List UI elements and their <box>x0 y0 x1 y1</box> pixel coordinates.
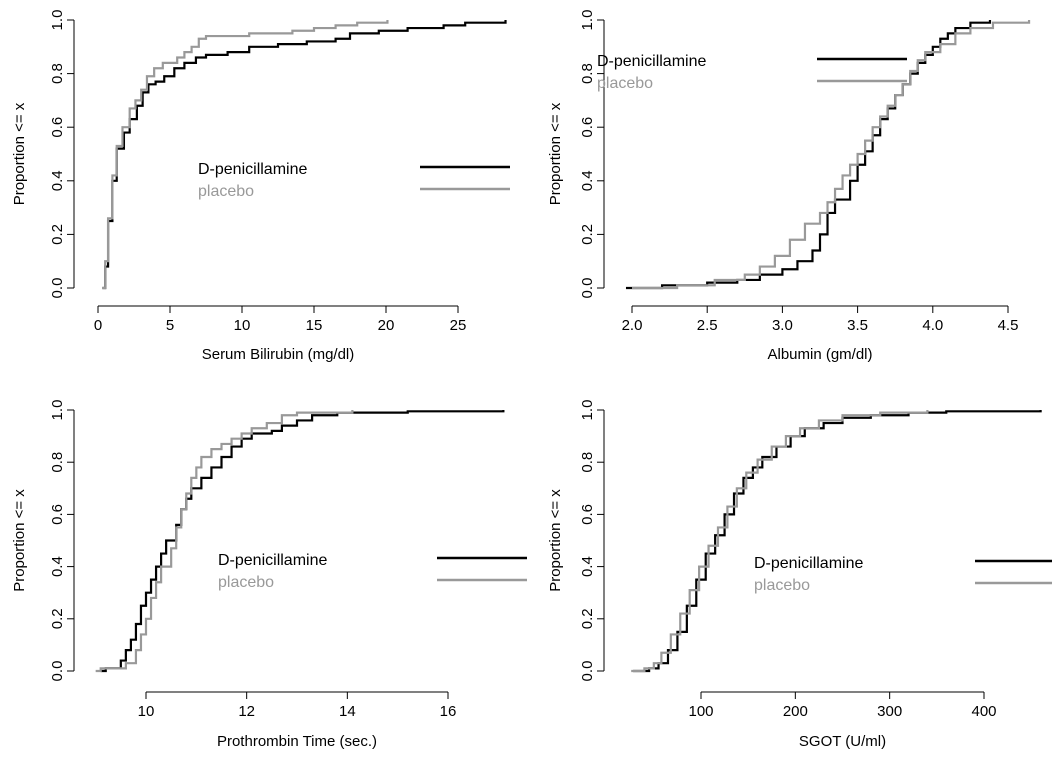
x-tick-label: 3.5 <box>847 317 868 334</box>
y-tick-label: 0.0 <box>49 661 66 682</box>
y-tick-label: 1.0 <box>579 10 596 31</box>
y-tick-label: 0.0 <box>579 661 596 682</box>
chart-panel-2: 2.0 2.5 3.0 3.5 4.0 4.5 0.0 0.2 0.4 0.6 0.8 1.0 Albu… <box>547 10 1031 363</box>
legend-label: D-penicillamine <box>754 555 863 572</box>
series-line-placebo <box>102 20 389 290</box>
x-axis-label: Serum Bilirubin (mg/dl) <box>202 346 355 363</box>
x-axis-label: SGOT (U/ml) <box>799 733 886 750</box>
y-tick-label: 0.2 <box>579 224 596 245</box>
chart-panel-4: 100 200 300 400 0.0 0.2 0.4 0.6 0.8 1.0 SGOT (U/ml… <box>547 400 1052 750</box>
x-tick-label: 100 <box>688 703 713 720</box>
chart-panel-3: 10 12 14 16 0.0 0.2 0.4 0.6 0.8 1.0 Prothrombin Ti… <box>11 400 527 750</box>
chart-panel-1: 0 5 10 15 20 25 0.0 0.2 0.4 0.6 0.8 1.0 Serum Biliru… <box>11 10 510 363</box>
x-tick-label: 20 <box>378 317 395 334</box>
x-tick-label: 15 <box>306 317 323 334</box>
series-line-placebo <box>631 410 929 673</box>
y-tick-label: 0.4 <box>49 556 66 577</box>
series-line-placebo <box>632 20 1031 290</box>
series-line-d-penicillamine <box>102 20 507 290</box>
y-tick-label: 0.2 <box>49 224 66 245</box>
y-tick-label: 0.6 <box>579 117 596 138</box>
y-tick-label: 0.2 <box>49 608 66 629</box>
y-tick-label: 0.2 <box>579 608 596 629</box>
x-tick-label: 10 <box>234 317 251 334</box>
y-tick-label: 0.6 <box>49 117 66 138</box>
y-tick-label: 0.4 <box>579 556 596 577</box>
legend-label: placebo <box>218 574 274 591</box>
y-tick-label: 0.8 <box>579 452 596 473</box>
x-tick-label: 25 <box>450 317 467 334</box>
legend-label: D-penicillamine <box>218 552 327 569</box>
y-axis-label: Proportion <= x <box>547 489 564 592</box>
y-tick-label: 0.4 <box>49 170 66 191</box>
legend-label: D-penicillamine <box>597 53 706 70</box>
x-tick-label: 5 <box>166 317 174 334</box>
y-tick-label: 1.0 <box>49 400 66 421</box>
series-line-d-penicillamine <box>100 410 505 673</box>
y-tick-label: 1.0 <box>49 10 66 31</box>
x-axis-label: Albumin (gm/dl) <box>767 346 872 363</box>
y-axis-label: Proportion <= x <box>547 102 564 205</box>
x-tick-label: 4.0 <box>922 317 943 334</box>
y-tick-label: 0.0 <box>579 278 596 299</box>
legend-label: placebo <box>597 75 653 92</box>
x-tick-label: 10 <box>138 703 155 720</box>
y-tick-label: 1.0 <box>579 400 596 421</box>
x-tick-label: 4.5 <box>998 317 1019 334</box>
y-tick-label: 0.8 <box>579 63 596 84</box>
y-axis-label: Proportion <= x <box>11 489 28 592</box>
legend-label: placebo <box>198 183 254 200</box>
series-line-placebo <box>95 410 354 673</box>
x-tick-label: 2.0 <box>622 317 643 334</box>
y-tick-label: 0.6 <box>49 504 66 525</box>
legend-label: D-penicillamine <box>198 161 307 178</box>
x-tick-label: 14 <box>339 703 356 720</box>
x-tick-label: 2.5 <box>697 317 718 334</box>
x-axis-label: Prothrombin Time (sec.) <box>217 733 377 750</box>
x-tick-label: 16 <box>440 703 457 720</box>
y-tick-label: 0.8 <box>49 452 66 473</box>
y-axis-label: Proportion <= x <box>11 102 28 205</box>
y-tick-label: 0.0 <box>49 278 66 299</box>
legend-label: placebo <box>754 577 810 594</box>
y-tick-label: 0.6 <box>579 504 596 525</box>
x-tick-label: 12 <box>238 703 255 720</box>
x-tick-label: 400 <box>971 703 996 720</box>
x-tick-label: 300 <box>877 703 902 720</box>
y-tick-label: 0.8 <box>49 63 66 84</box>
x-tick-label: 0 <box>94 317 102 334</box>
series-line-d-penicillamine <box>633 410 1042 673</box>
x-tick-label: 3.0 <box>772 317 793 334</box>
x-tick-label: 200 <box>783 703 808 720</box>
y-tick-label: 0.4 <box>579 170 596 191</box>
